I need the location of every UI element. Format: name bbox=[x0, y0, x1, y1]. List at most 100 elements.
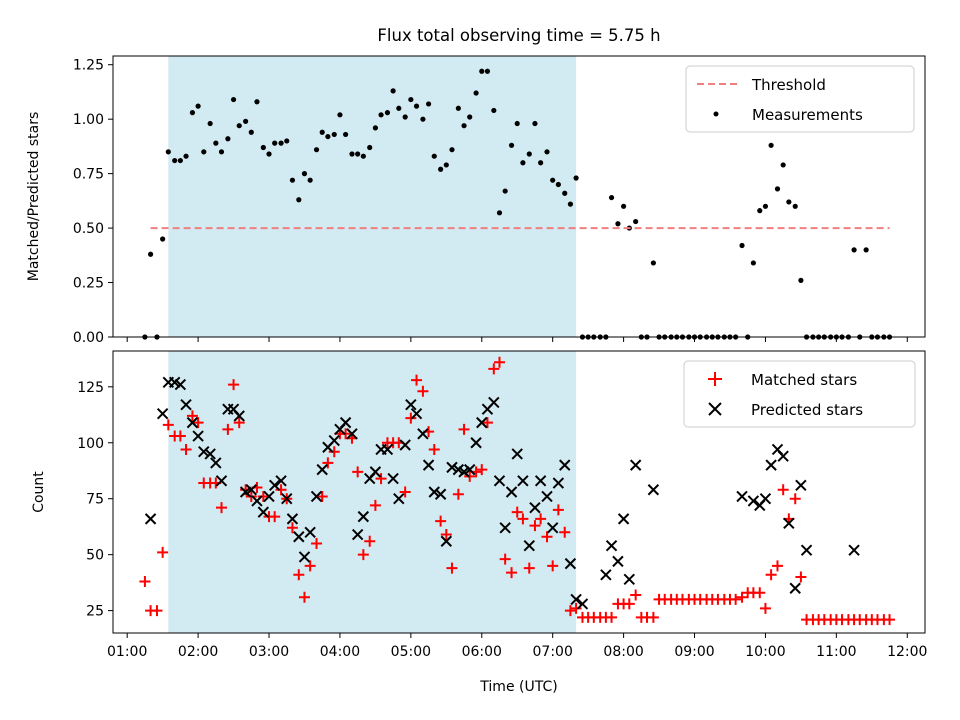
measurement-point bbox=[254, 99, 260, 105]
measurement-point bbox=[195, 103, 201, 109]
predicted-star-markers bbox=[146, 377, 860, 610]
matched-star-marker bbox=[328, 446, 340, 458]
predicted-star-marker bbox=[511, 448, 523, 460]
matched-star-marker bbox=[552, 504, 564, 516]
matched-star-marker bbox=[736, 591, 748, 603]
predicted-star-marker bbox=[517, 475, 529, 487]
measurement-point bbox=[455, 105, 461, 111]
top-legend: Threshold Measurements bbox=[685, 65, 915, 133]
matched-star-marker bbox=[547, 560, 559, 572]
measurement-point bbox=[508, 142, 515, 148]
matched-star-marker bbox=[506, 567, 518, 579]
predicted-star-marker bbox=[405, 399, 417, 411]
x-tick-label: 02:00 bbox=[178, 644, 218, 660]
measurement-point bbox=[307, 177, 313, 183]
measurement-point bbox=[544, 149, 550, 155]
x-tick-label: 09:00 bbox=[674, 644, 714, 660]
matched-star-marker bbox=[316, 490, 328, 502]
matched-star-marker bbox=[630, 589, 642, 601]
chart-title: Flux total observing time = 5.75 h bbox=[377, 26, 660, 45]
matched-star-marker bbox=[476, 464, 488, 476]
matched-star-marker bbox=[186, 410, 198, 422]
predicted-star-marker bbox=[570, 593, 582, 606]
measurement-point bbox=[780, 162, 786, 168]
y-tick-label: 75 bbox=[86, 492, 104, 508]
matched-star-marker bbox=[340, 428, 352, 440]
matched-star-marker bbox=[405, 412, 417, 424]
predicted-star-marker bbox=[310, 490, 323, 503]
matched-star-marker bbox=[730, 593, 742, 605]
y-tick-label: 50 bbox=[86, 548, 104, 564]
predicted-star-marker bbox=[198, 446, 210, 458]
predicted-star-marker bbox=[215, 475, 228, 487]
matched-star-markers bbox=[139, 356, 896, 626]
measurement-point bbox=[757, 208, 763, 214]
predicted-star-marker bbox=[233, 410, 245, 422]
matched-star-marker bbox=[399, 486, 411, 498]
matched-star-marker bbox=[795, 571, 807, 583]
measurement-point bbox=[284, 138, 290, 144]
predicted-star-marker bbox=[275, 475, 287, 487]
measurement-point bbox=[360, 153, 366, 159]
bottom-x-ticks: 01:00 02:00 03:00 04:00 05:00 06:00 07:00 08:00… bbox=[107, 633, 927, 660]
predicted-star-marker bbox=[174, 378, 187, 391]
measurement-point bbox=[331, 131, 337, 138]
measurement-point bbox=[532, 120, 538, 127]
predicted-star-marker bbox=[357, 510, 370, 523]
matched-star-marker bbox=[298, 591, 310, 603]
measurement-point bbox=[851, 247, 857, 253]
measurement-point bbox=[248, 129, 254, 135]
measurement-point bbox=[438, 166, 444, 172]
predicted-star-marker bbox=[410, 407, 423, 420]
y-tick-label: 1.25 bbox=[73, 58, 104, 74]
measurement-point bbox=[201, 149, 207, 155]
predicted-star-marker bbox=[210, 457, 222, 469]
x-tick-label: 08:00 bbox=[603, 644, 643, 660]
measurement-point bbox=[278, 140, 284, 146]
measurement-point bbox=[863, 247, 869, 253]
matched-star-marker bbox=[304, 560, 316, 572]
predicted-star-marker bbox=[245, 484, 257, 496]
measurement-point bbox=[526, 151, 532, 157]
predicted-star-marker bbox=[346, 428, 358, 440]
predicted-star-marker bbox=[493, 475, 506, 487]
predicted-star-marker bbox=[251, 495, 263, 507]
legend-predicted-label: Predicted stars bbox=[751, 401, 863, 419]
matched-star-marker bbox=[435, 515, 447, 527]
matched-star-marker bbox=[452, 488, 464, 500]
measurement-point bbox=[372, 125, 378, 131]
legend-measurements-swatch bbox=[713, 111, 719, 117]
measurement-point bbox=[349, 151, 355, 157]
measurement-point bbox=[762, 203, 769, 209]
predicted-star-marker bbox=[612, 555, 624, 568]
predicted-star-marker bbox=[534, 475, 547, 487]
matched-star-marker bbox=[535, 513, 547, 525]
predicted-star-marker bbox=[623, 573, 635, 585]
measurement-point bbox=[413, 103, 420, 109]
predicted-star-marker bbox=[789, 582, 801, 594]
matched-star-marker bbox=[222, 423, 234, 435]
matched-star-marker bbox=[369, 499, 381, 511]
measurement-point bbox=[337, 112, 343, 118]
y-tick-label: 0.75 bbox=[73, 167, 104, 183]
matched-star-marker bbox=[139, 576, 151, 588]
matched-star-marker bbox=[417, 385, 429, 397]
predicted-star-marker bbox=[192, 430, 204, 442]
measurement-point bbox=[218, 149, 225, 155]
matched-star-marker bbox=[364, 535, 376, 547]
measurement-point bbox=[633, 218, 639, 225]
measurement-point bbox=[750, 260, 756, 266]
legend-measurements-label: Measurements bbox=[752, 106, 863, 124]
measurement-point bbox=[550, 177, 556, 183]
matched-star-marker bbox=[192, 417, 204, 429]
observing-window-bottom bbox=[168, 351, 577, 633]
measurement-point bbox=[289, 177, 296, 183]
matched-star-marker bbox=[777, 484, 789, 496]
x-axis-label: Time (UTC) bbox=[479, 679, 557, 695]
predicted-star-marker bbox=[387, 472, 399, 485]
measurement-point bbox=[402, 114, 408, 120]
matched-star-marker bbox=[606, 611, 618, 623]
predicted-star-marker bbox=[505, 486, 518, 498]
matched-star-marker bbox=[322, 457, 334, 469]
